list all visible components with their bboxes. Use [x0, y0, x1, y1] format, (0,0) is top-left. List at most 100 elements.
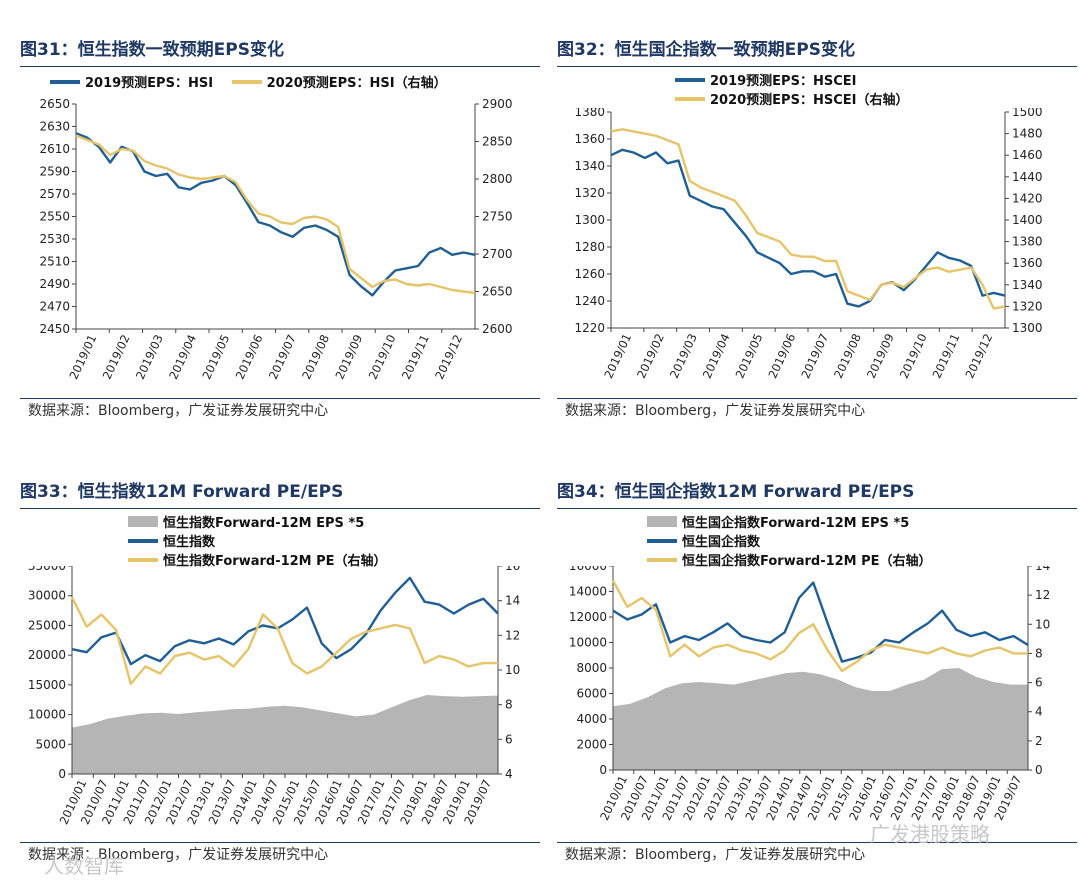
legend-swatch-blue [50, 79, 80, 84]
y-tick-label: 2490 [39, 277, 70, 291]
y-tick-label: 1240 [574, 294, 605, 308]
y2-tick-label: 8 [1035, 646, 1043, 660]
x-tick-label: 2019/05 [733, 331, 766, 380]
legend-item: 恒生指数Forward-12M PE（右轴） [128, 550, 387, 569]
y-tick-label: 2510 [39, 255, 70, 269]
series-area-eps [72, 695, 498, 774]
y-tick-label: 2610 [39, 142, 70, 156]
y2-tick-label: 1500 [1012, 108, 1043, 119]
x-tick-label: 2019/04 [166, 332, 199, 381]
legend-swatch-yellow [128, 557, 158, 562]
y-tick-label: 1360 [574, 132, 605, 146]
legend-label: 2020预测EPS：HSCEI（右轴） [710, 93, 909, 108]
y-tick-label: 8000 [576, 661, 607, 675]
x-tick-label: 2019/08 [831, 331, 864, 380]
legend-swatch-yellow [231, 79, 262, 84]
y-tick-label: 1280 [574, 240, 605, 254]
y2-tick-label: 2 [1035, 734, 1043, 748]
legend-swatch-gray [128, 516, 158, 527]
y-tick-label: 6000 [576, 687, 607, 701]
y-tick-label: 20000 [28, 648, 66, 662]
y2-tick-label: 10 [1035, 617, 1050, 631]
legend-label: 恒生指数 [163, 535, 216, 550]
legend-item: 2020预测EPS：HSCEI（右轴） [675, 89, 908, 108]
y2-tick-label: 1340 [1012, 278, 1043, 292]
y2-tick-label: 1420 [1012, 191, 1043, 205]
legend-item: 恒生国企指数Forward-12M PE（右轴） [647, 550, 932, 569]
y-tick-label: 14000 [569, 585, 607, 599]
series-line-right [611, 580, 1028, 673]
y2-tick-label: 1440 [1012, 170, 1043, 184]
source-note: 数据来源：Bloomberg，广发证券发展研究中心 [20, 842, 540, 868]
chart-33: 0 5000 10000 15000 20000 25000 30000 35000 4 6 8 10… [28, 566, 520, 827]
y-tick-label: 2630 [39, 120, 70, 134]
y2-tick-label: 16 [505, 566, 520, 573]
legend-label: 2020预测EPS：HSI（右轴） [266, 76, 447, 91]
series-line-right [610, 128, 1006, 310]
legend-item: 恒生指数 [128, 531, 387, 550]
y-tick-label: 2590 [39, 165, 70, 179]
series-line-left [612, 581, 1029, 663]
panel-34: 图34：恒生国企指数12M Forward PE/EPS 恒生国企指数Forwa… [557, 478, 1077, 874]
y2-tick-label: 2800 [482, 172, 513, 186]
legend-swatch-blue [647, 538, 677, 543]
y-tick-label: 12000 [569, 610, 607, 624]
legend-label: 恒生国企指数Forward-12M PE（右轴） [682, 554, 932, 569]
legend-item: 2019预测EPS：HSI [50, 72, 213, 91]
legend-item: 2020预测EPS：HSI（右轴） [231, 72, 447, 91]
y-tick-label: 2470 [39, 300, 70, 314]
legend-label: 恒生国企指数 [682, 535, 761, 550]
x-tick-label: 2019/03 [667, 331, 700, 380]
y-tick-label: 10000 [569, 636, 607, 650]
legend: 恒生指数Forward-12M EPS *5 恒生指数 恒生指数Forward-… [128, 512, 387, 569]
y2-tick-label: 1300 [1012, 321, 1043, 335]
source-note: 数据来源：Bloomberg，广发证券发展研究中心 [557, 842, 1077, 868]
x-tick-label: 2019/07 [798, 331, 831, 380]
legend-label: 恒生指数Forward-12M EPS *5 [163, 516, 365, 531]
y-tick-label: 30000 [28, 589, 66, 603]
series-line-left [610, 148, 1006, 308]
panel-32: 图32：恒生国企指数一致预期EPS变化 2019预测EPS：HSCEI 2020… [557, 36, 1077, 432]
y-tick-label: 35000 [28, 566, 66, 573]
chart-32: 1220 1240 1260 1280 1300 1320 1340 1360 1380 1300… [574, 108, 1043, 381]
y-tick-label: 2570 [39, 187, 70, 201]
watermark-right: 广发港股策略 [870, 822, 990, 846]
legend-item: 恒生国企指数 [647, 531, 932, 550]
panel-33: 图33：恒生指数12M Forward PE/EPS 恒生指数Forward-1… [20, 478, 540, 874]
y2-tick-label: 2750 [482, 210, 513, 224]
panel-title: 图31：恒生指数一致预期EPS变化 [20, 36, 540, 67]
y-tick-label: 1320 [574, 186, 605, 200]
x-tick-label: 2019/11 [399, 332, 432, 381]
legend-swatch-yellow [647, 557, 677, 562]
x-tick-label: 2019/03 [133, 332, 166, 381]
legend-swatch-blue [675, 77, 705, 82]
legend-item: 2019预测EPS：HSCEI [675, 70, 908, 89]
series-line-right [70, 596, 498, 686]
x-tick-label: 2019/01 [66, 332, 99, 381]
x-tick-label: 2019/12 [962, 331, 995, 380]
y-tick-label: 1260 [574, 267, 605, 281]
y2-tick-label: 4 [1035, 705, 1043, 719]
x-tick-label: 2019/04 [700, 331, 733, 380]
x-tick-label: 2019/02 [100, 332, 133, 381]
y-tick-label: 1300 [574, 213, 605, 227]
series-line-left [75, 132, 476, 297]
y-tick-label: 0 [58, 767, 66, 781]
x-tick-label: 2019/07 [266, 332, 299, 381]
y-tick-label: 2000 [576, 738, 607, 752]
y2-tick-label: 6 [505, 732, 513, 746]
x-tick-label: 2019/06 [765, 331, 798, 380]
watermark-left: 人数智库 [44, 854, 124, 878]
y-tick-label: 1380 [574, 108, 605, 119]
y2-tick-label: 10 [505, 663, 520, 677]
y2-tick-label: 2850 [482, 135, 513, 149]
y2-tick-label: 2900 [482, 97, 513, 111]
x-tick-label: 2019/01 [601, 331, 634, 380]
x-tick-label: 2019/02 [634, 331, 667, 380]
x-tick-label: 2019/10 [366, 332, 399, 381]
y2-tick-label: 1320 [1012, 299, 1043, 313]
y-tick-label: 16000 [569, 566, 607, 573]
y-tick-label: 5000 [35, 737, 66, 751]
y-tick-label: 25000 [28, 618, 66, 632]
series-area-eps [613, 668, 1028, 770]
